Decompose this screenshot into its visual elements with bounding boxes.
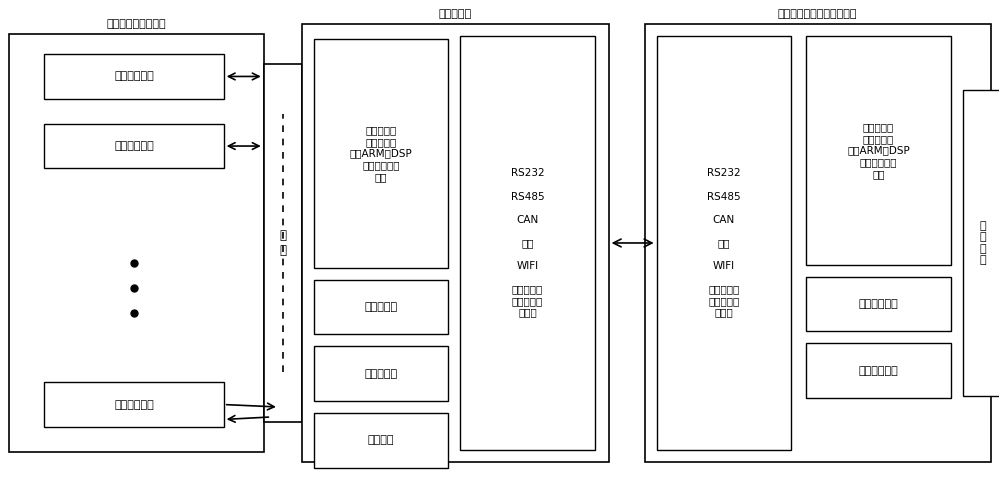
Text: RS232

RS485

CAN

蓝牙

WIFI

等有线或者
无线通讯接
口模块: RS232 RS485 CAN 蓝牙 WIFI 等有线或者 无线通讯接 口模块 [511,168,544,317]
FancyBboxPatch shape [314,39,448,268]
Text: 射频电子标签: 射频电子标签 [114,141,154,151]
FancyBboxPatch shape [44,382,224,427]
Text: 程序控制器
（可用单片
机、ARM、DSP
等微控制器实
现）: 程序控制器 （可用单片 机、ARM、DSP 等微控制器实 现） [847,122,910,179]
FancyBboxPatch shape [44,54,224,99]
FancyBboxPatch shape [314,280,448,335]
FancyBboxPatch shape [963,90,1000,396]
FancyBboxPatch shape [302,24,609,462]
Text: 数据处理终端（或计算机）: 数据处理终端（或计算机） [778,9,857,19]
FancyBboxPatch shape [314,413,448,467]
FancyBboxPatch shape [264,64,302,422]
Text: 射频接收器: 射频接收器 [364,302,397,312]
Text: 键盘输入模块: 键盘输入模块 [859,366,898,376]
Text: 程序控制器
（可用单片
机、ARM、DSP
等微控制器实
现）: 程序控制器 （可用单片 机、ARM、DSP 等微控制器实 现） [349,125,412,182]
Text: RS232

RS485

CAN

蓝牙

WIFI

等有线或者
无线通讯接
口模块: RS232 RS485 CAN 蓝牙 WIFI 等有线或者 无线通讯接 口模块 [707,168,741,317]
FancyBboxPatch shape [645,24,991,462]
FancyBboxPatch shape [806,277,951,331]
FancyBboxPatch shape [806,343,951,398]
FancyBboxPatch shape [44,124,224,168]
FancyBboxPatch shape [806,36,951,265]
Text: 射频发射器: 射频发射器 [364,369,397,379]
Text: 电源模块: 电源模块 [368,435,394,445]
FancyBboxPatch shape [460,36,595,450]
Text: 射频阅读器: 射频阅读器 [439,9,472,19]
Text: 显
示
模
块: 显 示 模 块 [979,220,986,265]
FancyBboxPatch shape [314,347,448,401]
FancyBboxPatch shape [9,34,264,452]
FancyBboxPatch shape [657,36,791,450]
Text: 射频电子标签附着物: 射频电子标签附着物 [107,19,166,29]
Text: 数据存储模块: 数据存储模块 [859,299,898,309]
Text: 天
线: 天 线 [279,229,286,257]
Text: 射频电子标签: 射频电子标签 [114,400,154,410]
Text: 射频电子标签: 射频电子标签 [114,71,154,81]
